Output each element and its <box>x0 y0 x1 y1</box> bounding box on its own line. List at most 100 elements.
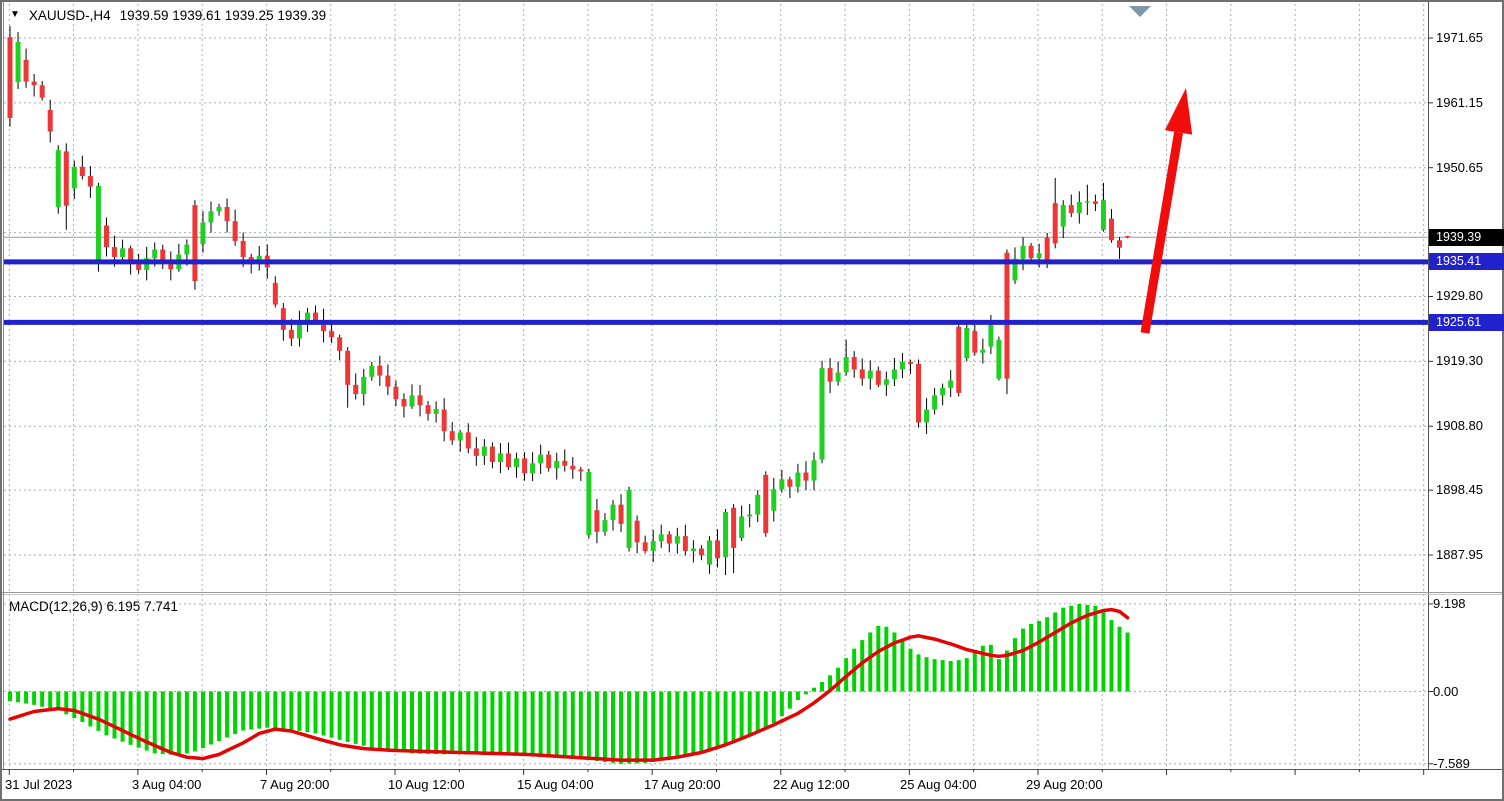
candle-body <box>63 151 69 206</box>
macd-signal-line <box>8 607 1130 762</box>
candle-body <box>489 446 495 463</box>
candle-body <box>1108 218 1114 241</box>
trend-arrow-head[interactable] <box>1164 88 1193 135</box>
macd-histogram-bar <box>498 691 503 753</box>
macd-histogram-bar <box>466 691 471 753</box>
price-tick-label: 1971.65 <box>1436 30 1483 45</box>
candle-body <box>1036 253 1042 259</box>
macd-histogram-bar <box>297 691 302 731</box>
macd-histogram-bar <box>184 691 189 754</box>
macd-histogram-bar <box>24 691 29 704</box>
candle-body <box>337 337 343 351</box>
candle-body <box>674 536 680 544</box>
macd-histogram-bar <box>56 691 61 711</box>
candle-body <box>1028 245 1034 259</box>
candle-body <box>1092 201 1098 204</box>
candle-body <box>763 475 769 534</box>
candle-body <box>120 248 126 257</box>
top-marker-icon[interactable] <box>1129 6 1151 17</box>
candle-body <box>618 504 624 524</box>
macd-histogram-bar <box>80 691 85 722</box>
candle-body <box>313 312 319 320</box>
candle-body <box>7 37 13 118</box>
candle-body <box>1117 240 1123 248</box>
candle-body <box>15 42 21 83</box>
candle-body <box>103 225 109 248</box>
candle-body <box>916 363 922 423</box>
candle-body <box>377 365 383 376</box>
candle-body <box>192 205 198 282</box>
macd-histogram-bar <box>651 691 656 762</box>
candle-body <box>55 150 61 207</box>
time-tick-label: 10 Aug 12:00 <box>388 777 465 792</box>
macd-histogram-bar <box>916 654 921 692</box>
candle-body <box>723 512 729 558</box>
candle-body <box>948 380 954 388</box>
candle-body <box>586 471 592 535</box>
time-tick-label: 22 Aug 12:00 <box>773 777 850 792</box>
macd-histogram-bar <box>980 645 985 692</box>
candle-body <box>698 548 704 556</box>
macd-histogram-bar <box>932 659 937 692</box>
macd-histogram-bar <box>619 691 624 764</box>
macd-histogram-bar <box>321 691 326 736</box>
candle-body <box>859 369 865 379</box>
macd-histogram-bar <box>972 652 977 692</box>
macd-histogram-bar <box>739 691 744 740</box>
candle-body <box>1084 201 1090 203</box>
macd-histogram-bar <box>1093 605 1098 692</box>
macd-histogram-bar <box>964 658 969 692</box>
candle-body <box>514 458 520 467</box>
candle-body <box>546 454 552 469</box>
macd-histogram-bar <box>948 661 953 692</box>
macd-histogram-bar <box>1077 603 1082 692</box>
macd-histogram-bar <box>868 632 873 692</box>
macd-histogram-bar <box>490 691 495 753</box>
macd-histogram-bar <box>377 691 382 750</box>
macd-histogram-bar <box>144 691 149 751</box>
macd-histogram-bar <box>522 691 527 754</box>
macd-histogram-bar <box>900 641 905 692</box>
macd-histogram-bar <box>345 691 350 742</box>
macd-histogram-bar <box>1021 628 1026 692</box>
candle-body <box>23 59 29 82</box>
macd-histogram-bar <box>546 691 551 756</box>
candle-body <box>988 324 994 347</box>
macd-histogram-bar <box>723 691 728 745</box>
candle-body <box>353 384 359 395</box>
candle-body <box>1004 252 1010 379</box>
trend-arrow-shaft[interactable] <box>1140 131 1184 334</box>
macd-histogram-bar <box>667 691 672 760</box>
macd-histogram-bar <box>771 691 776 723</box>
macd-histogram-bar <box>803 691 808 695</box>
candle-body <box>136 263 142 270</box>
candle-body <box>755 494 761 515</box>
macd-histogram-bar <box>715 691 720 748</box>
macd-histogram-bar <box>32 691 37 705</box>
macd-histogram-bar <box>1085 604 1090 692</box>
macd-histogram-bar <box>860 640 865 692</box>
candle-body <box>505 453 511 467</box>
macd-histogram-bar <box>217 691 222 742</box>
macd-histogram-bar <box>482 691 487 753</box>
macd-histogram-bar <box>281 691 286 729</box>
candle-body <box>417 395 423 406</box>
symbol-dropdown-icon[interactable]: ▼ <box>10 9 20 20</box>
price-tick-label: 1961.15 <box>1436 94 1483 110</box>
macd-histogram-bar <box>586 691 591 760</box>
time-tick-label: 3 Aug 04:00 <box>132 777 202 792</box>
candle-body <box>1100 200 1106 230</box>
candle-body <box>739 516 745 539</box>
candle-body <box>827 368 833 382</box>
candle-body <box>280 308 286 330</box>
candle-body <box>666 534 672 544</box>
macd-histogram-bar <box>707 691 712 750</box>
candle-body <box>361 376 367 395</box>
candle-body <box>658 534 664 542</box>
candle-body <box>779 479 785 490</box>
macd-histogram-bar <box>892 632 897 692</box>
candle-body <box>296 321 302 339</box>
candle-body <box>634 520 640 543</box>
candle-body <box>875 370 881 385</box>
